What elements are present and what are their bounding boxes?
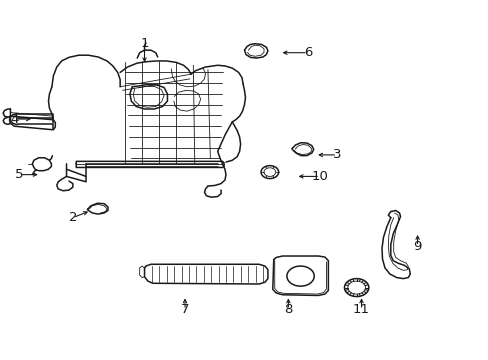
Text: 5: 5 [15, 168, 23, 181]
Text: 3: 3 [332, 148, 341, 161]
Text: 2: 2 [68, 211, 77, 224]
Text: 9: 9 [412, 240, 421, 253]
Text: 4: 4 [10, 113, 19, 126]
Text: 10: 10 [311, 170, 328, 183]
Text: 1: 1 [140, 37, 148, 50]
Text: 6: 6 [303, 46, 311, 59]
Text: 8: 8 [284, 303, 292, 316]
Text: 7: 7 [181, 303, 189, 316]
Text: 11: 11 [352, 303, 369, 316]
